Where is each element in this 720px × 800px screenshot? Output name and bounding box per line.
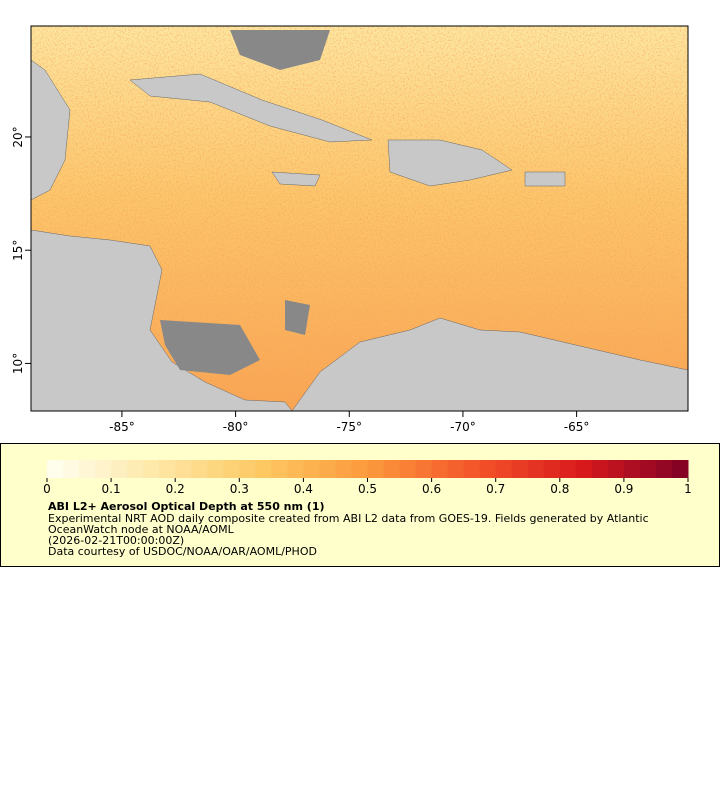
colorbar-step bbox=[415, 460, 433, 478]
colorbar-step bbox=[79, 460, 96, 478]
colorbar-tick-label: 0.8 bbox=[550, 482, 569, 496]
colorbar-step bbox=[111, 460, 128, 478]
colorbar-step bbox=[655, 460, 673, 478]
x-tick-label: -65° bbox=[564, 420, 590, 434]
land bbox=[31, 59, 688, 411]
colorbar-step bbox=[351, 460, 368, 478]
colorbar-step bbox=[383, 460, 401, 478]
colorbar-tick-label: 0.1 bbox=[102, 482, 121, 496]
colorbar-step bbox=[95, 460, 112, 478]
colorbar-step bbox=[319, 460, 336, 478]
colorbar-step bbox=[367, 460, 385, 478]
colorbar-step bbox=[143, 460, 160, 478]
colorbar-step bbox=[47, 460, 64, 478]
y-tick-label: 15° bbox=[11, 240, 25, 261]
x-tick-label: -70° bbox=[450, 420, 476, 434]
map-frame bbox=[30, 25, 689, 412]
y-tick-label: 20° bbox=[11, 126, 25, 147]
colorbar-step bbox=[575, 460, 593, 478]
colorbar-step bbox=[399, 460, 417, 478]
legend-line: OceanWatch node at NOAA/AOML bbox=[48, 523, 235, 536]
legend-line: Experimental NRT AOD daily composite cre… bbox=[48, 512, 649, 525]
y-tick-label: 10° bbox=[11, 353, 25, 374]
colorbar-step bbox=[543, 460, 561, 478]
no-data bbox=[160, 30, 330, 375]
colorbar-step bbox=[303, 460, 320, 478]
colorbar-tick-label: 0 bbox=[43, 482, 51, 496]
colorbar-step bbox=[175, 460, 192, 478]
map bbox=[31, 26, 688, 411]
colorbar-step bbox=[127, 460, 144, 478]
colorbar-step bbox=[623, 460, 641, 478]
colorbar-step bbox=[607, 460, 625, 478]
colorbar-step bbox=[447, 460, 465, 478]
legend-line: Data courtesy of USDOC/NOAA/OAR/AOML/PHO… bbox=[48, 545, 317, 558]
colorbar-tick-label: 0.7 bbox=[486, 482, 505, 496]
colorbar-step bbox=[63, 460, 80, 478]
colorbar-step bbox=[239, 460, 256, 478]
colorbar-step bbox=[511, 460, 529, 478]
colorbar-step bbox=[639, 460, 657, 478]
colorbar-step bbox=[335, 460, 352, 478]
colorbar-tick-label: 1 bbox=[684, 482, 692, 496]
colorbar-tick-label: 0.5 bbox=[358, 482, 377, 496]
colorbar-step bbox=[223, 460, 240, 478]
colorbar-step bbox=[495, 460, 513, 478]
colorbar-step bbox=[671, 460, 689, 478]
legend-title: ABI L2+ Aerosol Optical Depth at 550 nm … bbox=[48, 500, 325, 513]
colorbar-step bbox=[559, 460, 577, 478]
colorbar-step bbox=[271, 460, 288, 478]
colorbar-step bbox=[287, 460, 304, 478]
axes: -85° -80° -75° -70° -65° 10° 15° 20° bbox=[11, 126, 589, 434]
x-tick-label: -75° bbox=[336, 420, 362, 434]
colorbar-step bbox=[479, 460, 497, 478]
x-tick-label: -80° bbox=[223, 420, 249, 434]
colorbar-step bbox=[255, 460, 272, 478]
colorbar-tick-label: 0.2 bbox=[166, 482, 185, 496]
legend-line: (2026-02-21T00:00:00Z) bbox=[48, 534, 184, 547]
x-tick-label: -85° bbox=[109, 420, 135, 434]
colorbar-step bbox=[191, 460, 208, 478]
colorbar-tick-label: 0.3 bbox=[230, 482, 249, 496]
colorbar-step bbox=[463, 460, 481, 478]
colorbar-step bbox=[159, 460, 176, 478]
colorbar: 0 0.1 0.2 0.3 0.4 0.5 0.6 0.7 0.8 0.9 1 bbox=[43, 460, 692, 496]
colorbar-step bbox=[527, 460, 545, 478]
colorbar-tick-label: 0.9 bbox=[614, 482, 633, 496]
colorbar-step bbox=[431, 460, 449, 478]
colorbar-tick-label: 0.4 bbox=[294, 482, 313, 496]
colorbar-step bbox=[207, 460, 224, 478]
colorbar-step bbox=[591, 460, 609, 478]
colorbar-tick-label: 0.6 bbox=[422, 482, 441, 496]
